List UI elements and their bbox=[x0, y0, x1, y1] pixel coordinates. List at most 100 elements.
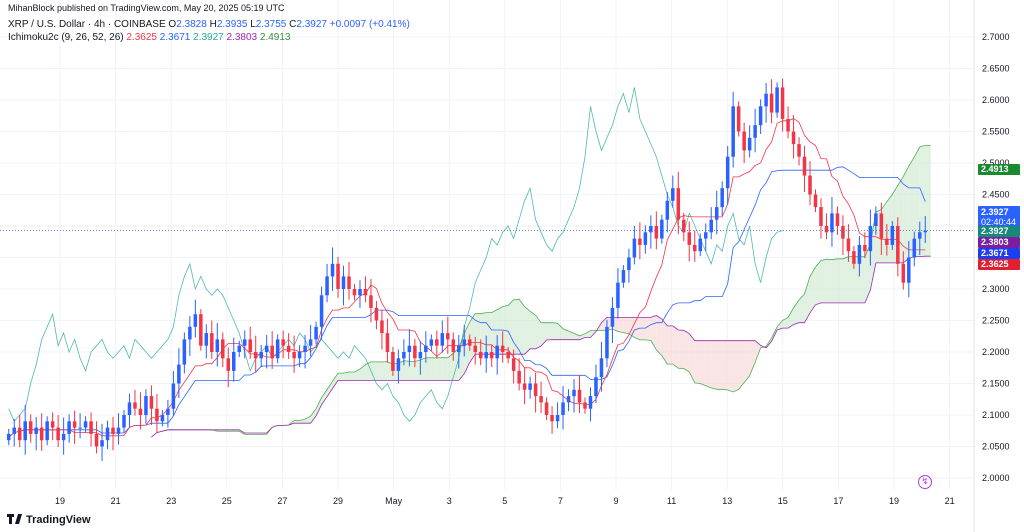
indicator-line[interactable]: Ichimoku2c (9, 26, 52, 26) 2.3625 2.3671… bbox=[8, 32, 291, 43]
candle bbox=[863, 232, 867, 259]
cloud-segment bbox=[831, 258, 838, 303]
candle bbox=[160, 409, 165, 427]
candle bbox=[874, 206, 878, 235]
candle bbox=[868, 209, 873, 266]
x-tick-label: 11 bbox=[667, 496, 676, 506]
candle bbox=[594, 364, 598, 404]
candle-body bbox=[566, 396, 571, 403]
candle bbox=[786, 106, 790, 139]
cloud-segment bbox=[524, 306, 531, 355]
ohlc-c: C2.3927 bbox=[289, 19, 327, 30]
candle bbox=[182, 332, 187, 374]
candle-body bbox=[330, 263, 335, 277]
candle bbox=[424, 331, 428, 363]
candle bbox=[418, 341, 423, 375]
cloud-segment bbox=[903, 166, 909, 263]
cloud-segment bbox=[667, 325, 673, 365]
cloud-segment bbox=[661, 318, 668, 365]
cloud-segment bbox=[672, 325, 679, 369]
candle bbox=[588, 387, 593, 422]
candle bbox=[841, 215, 845, 255]
candle bbox=[813, 189, 818, 213]
candle bbox=[665, 191, 670, 233]
candle-body bbox=[500, 345, 505, 352]
cloud-segment bbox=[425, 357, 432, 381]
candle-body bbox=[692, 244, 697, 252]
cloud-segment bbox=[409, 361, 415, 381]
candle bbox=[391, 346, 395, 376]
candle-body bbox=[725, 156, 730, 189]
candle bbox=[687, 221, 692, 262]
kijun-line bbox=[8, 166, 926, 438]
candle-body bbox=[215, 339, 220, 352]
candle bbox=[802, 145, 807, 192]
candle-body bbox=[418, 352, 423, 359]
candle-body bbox=[144, 396, 148, 415]
candle bbox=[736, 101, 741, 137]
candle-body bbox=[100, 440, 104, 447]
candle-body bbox=[682, 219, 686, 233]
candle-body bbox=[561, 402, 565, 415]
candle-body bbox=[105, 427, 110, 441]
y-tick-label: 2.1000 bbox=[982, 410, 1010, 420]
candle bbox=[457, 334, 461, 369]
y-tick-label: 2.7000 bbox=[982, 32, 1010, 42]
candle-body bbox=[303, 345, 307, 352]
cloud-segment bbox=[513, 299, 520, 355]
candle-body bbox=[182, 339, 187, 365]
candle-body bbox=[407, 345, 412, 352]
candle bbox=[6, 428, 11, 446]
candle-body bbox=[61, 433, 66, 441]
candle-body bbox=[703, 232, 708, 239]
candle bbox=[242, 330, 247, 359]
candle-body bbox=[122, 415, 126, 428]
cloud-segment bbox=[645, 317, 651, 341]
y-axis: 2.70002.65002.60002.55002.50002.45002.40… bbox=[982, 32, 1010, 483]
currency-icon[interactable]: ↯ bbox=[918, 475, 932, 489]
candle bbox=[852, 246, 856, 269]
candle bbox=[901, 251, 906, 290]
candle bbox=[698, 233, 703, 257]
candle-body bbox=[775, 87, 779, 113]
candle bbox=[56, 415, 60, 448]
y-tick-label: 2.6000 bbox=[982, 95, 1010, 105]
candle-body bbox=[177, 364, 181, 384]
tradingview-icon bbox=[7, 514, 22, 524]
cloud-segment bbox=[327, 381, 333, 397]
candle bbox=[248, 326, 252, 359]
candle-body bbox=[511, 358, 516, 371]
candle-body bbox=[94, 433, 99, 447]
candle bbox=[116, 413, 121, 445]
cloud-segment bbox=[541, 322, 547, 347]
badge-close: 2.3927 bbox=[978, 226, 1020, 237]
cloud-segment bbox=[727, 340, 734, 393]
candle bbox=[149, 385, 154, 426]
ind-spana-value: 2.3803 bbox=[226, 32, 258, 43]
cloud-segment bbox=[491, 309, 498, 355]
candle-body bbox=[627, 257, 631, 271]
badge-price-value: 2.3927 bbox=[981, 207, 1009, 217]
cloud-segment bbox=[859, 256, 865, 303]
x-tick-label: 13 bbox=[722, 496, 732, 506]
cloud-segment bbox=[639, 317, 646, 340]
candle bbox=[402, 339, 406, 366]
candle bbox=[676, 171, 681, 235]
candle-body bbox=[819, 207, 823, 226]
candle bbox=[610, 297, 615, 344]
y-tick-label: 2.4500 bbox=[982, 190, 1010, 200]
candle bbox=[122, 409, 126, 433]
y-tick-label: 2.0000 bbox=[982, 473, 1010, 483]
candle bbox=[111, 416, 115, 451]
candle-body bbox=[791, 131, 796, 145]
candle bbox=[259, 345, 263, 368]
candle bbox=[495, 334, 499, 375]
candle bbox=[330, 247, 335, 291]
candle bbox=[440, 320, 445, 353]
candle bbox=[347, 261, 351, 300]
cloud-segment bbox=[810, 266, 816, 313]
x-tick-label: 15 bbox=[778, 496, 788, 506]
candle-body bbox=[226, 358, 231, 371]
candle-body bbox=[687, 232, 692, 245]
candle bbox=[577, 375, 582, 414]
